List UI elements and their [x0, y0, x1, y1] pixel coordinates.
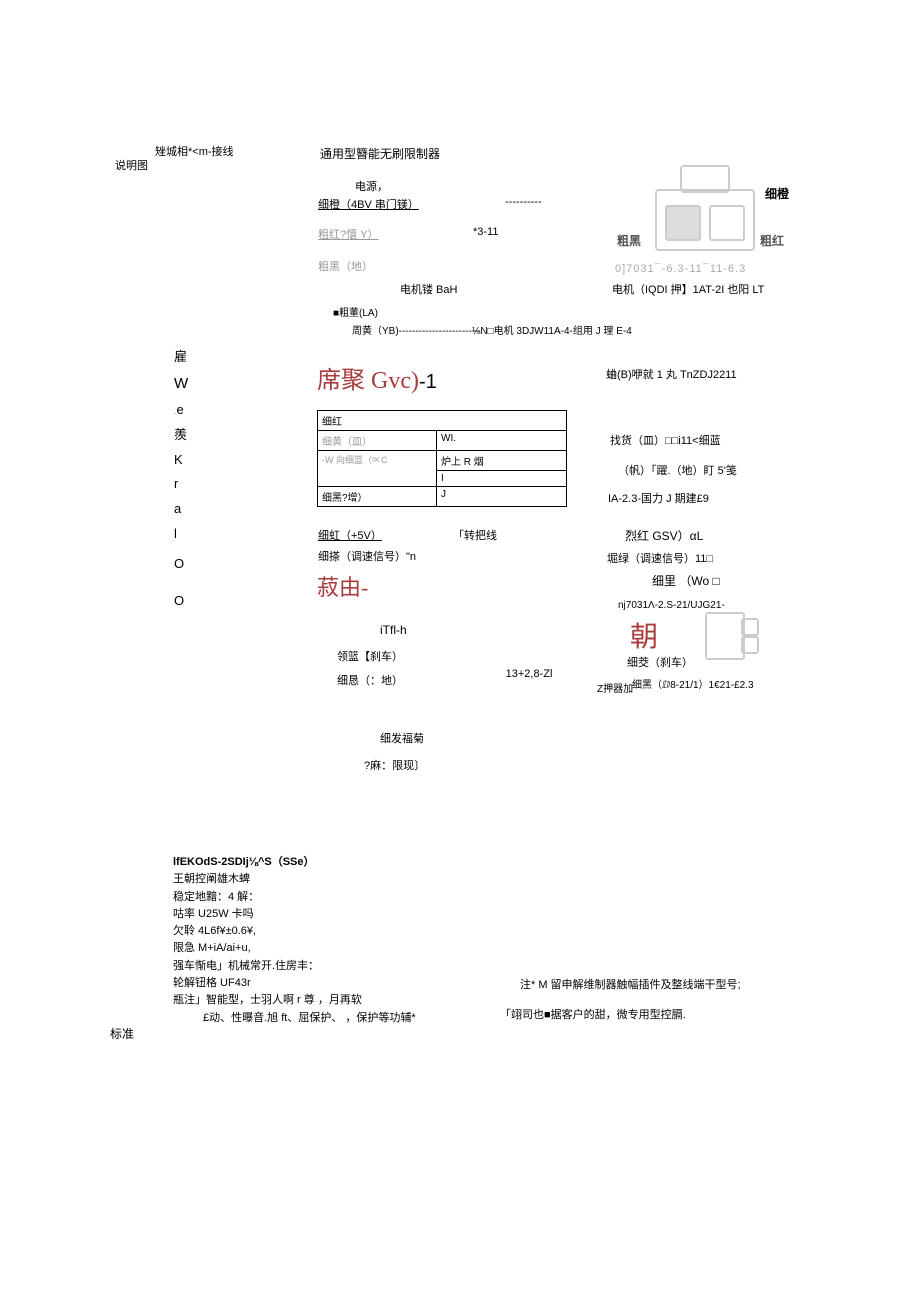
header-left-top: 矬城相*<m-接线 [155, 143, 234, 159]
specs-l9: £动、性曝音.旭 ft、屈保护、 ，保护等功辅* [173, 1011, 553, 1025]
motor-big-red: 席聚 Gvc)-1 [317, 360, 437, 395]
motor-right-text: 蛐(B)咿就 1 丸 TnZDJ2211 [606, 366, 737, 382]
conn-label-right: 细橙 [765, 185, 789, 202]
lv-1: 雇 [174, 345, 188, 370]
table-right-1: 找货（皿）□□i11<细蓝 [610, 432, 721, 448]
specs-header: lfEKOdS-2SDIj⅛^S（SSe） [173, 855, 553, 869]
header-left-bottom: 说明图 [115, 157, 148, 173]
lv-4: 羨 [174, 423, 188, 448]
brake-left1: 领篮【刹车） [337, 648, 403, 664]
table-r1c1: 细红 [318, 411, 567, 431]
power-dashes: ---------- [505, 196, 542, 208]
throttle-left2: 细搽（调速信号）"n [318, 548, 416, 564]
lv-10: O [174, 589, 188, 614]
brake-right1: 细茭（刹车） [627, 654, 693, 670]
specs-l6: 强车惭电」机械常开.住房丰： [173, 959, 553, 973]
specs-l4: 欠聆 4L6f¥±0.6¥, [173, 924, 553, 938]
power-line2: 粗红?懁 Y） [318, 226, 379, 242]
throttle-left1r: 「转把线 [453, 527, 497, 543]
table-r2c2: WI. [437, 431, 567, 451]
left-vertical-labels: 雇 W .e 羨 K r a l O O [174, 345, 188, 614]
specs-r2: 「翊司也■据客户的甜，微专用型控膈. [500, 1006, 686, 1022]
table-r3c2: 炉上 R 烟 [437, 451, 567, 471]
table-r2c1: 细黄（皿） [318, 431, 437, 451]
table-r3c2b: I [437, 471, 567, 487]
throttle-left1: 细虹（+5V） [318, 527, 382, 543]
conn-left-top: 粗黑 [617, 232, 641, 249]
specs-l3: 咕率 U25W 卡吗 [173, 907, 553, 921]
power-line1: 细橙（4BV 串门镁） [318, 196, 419, 212]
throttle-right3: 细里 （Wo □ [652, 572, 720, 589]
brake-right2a: Z押器加 [597, 680, 633, 695]
power-label: 电源， [355, 178, 388, 194]
lv-8: l [174, 522, 188, 547]
lv-5: K [174, 448, 188, 473]
motor-right-label: 电机（IQDI 押】1AT-2I 也阳 LT [612, 281, 764, 297]
brake-mid: 13+2,8-Zl [504, 668, 554, 680]
specs-l5: 限急 M+iA/ai+u, [173, 941, 553, 955]
table-r3c1: -W 向细蓝（∝C [318, 451, 437, 487]
specs-l8: 瓶注」智能型，士羽人啊 r 尊 ，月再软 [173, 993, 553, 1007]
specs-l1: 王朝控阐雄木蜱 [173, 872, 553, 886]
misc-2: ?麻：限现〕 [364, 757, 425, 773]
motor-row2a: 周黄（YB)------------------------ [352, 322, 479, 337]
brake-right2b: 细黑（ⅅ8-21/1）1€21-£2.3 [632, 676, 762, 691]
throttle-right2: 堀绿（调速信号）11□ [607, 550, 713, 566]
specs-r1: 注* M 留申解维制器触幅插件及整线端干型号; [520, 976, 741, 992]
brake-left-t: iTfl-h [380, 623, 407, 637]
power-val2: *3-11 [473, 226, 498, 238]
lv-9: O [174, 552, 188, 577]
table-r4c2: J [437, 487, 567, 507]
motor-row2b: ⅛N□电机 3DJW11A-4-组用 J 理 E-4 [472, 322, 632, 337]
lv-6: r [174, 472, 188, 497]
connector-diagram [655, 165, 755, 260]
motor-left-label: 电机镂 BaH [400, 281, 457, 297]
misc-1: 细发福菊 [380, 730, 424, 746]
lv-7: a [174, 497, 188, 522]
brake-big-red: 朝 [630, 615, 658, 655]
lv-2: W [174, 370, 188, 399]
footer-label: 标准 [110, 1025, 134, 1042]
throttle-right1: 烈红 GSV）αL [625, 527, 703, 544]
wire-table: 细红 细黄（皿） WI. -W 向细蓝（∝C 炉上 R 烟 I 细黑?增） J [317, 410, 567, 507]
specs-l2: 稳定地黯：4 解： [173, 890, 553, 904]
conn-code: 0]7031¯-6.3-11¯11-6.3 [615, 263, 746, 275]
throttle-left3-red: 菽由- [317, 570, 368, 602]
specs-l7: 轮解钮格 UF43r [173, 976, 553, 990]
power-line3: 粗黑（地） [318, 258, 373, 274]
brake-code-top: nj7031Λ-2.S-21/UJG21- [618, 600, 725, 611]
table-r4c1: 细黑?增） [318, 487, 437, 507]
lv-3: .e [174, 398, 188, 423]
motor-row1: ■粗董(LA) [333, 304, 378, 319]
table-right-3: IA-2.3-国力 J 期建£9 [608, 490, 709, 506]
table-right-2: （帆）「躍.（地）盯 5'笺 [618, 462, 737, 478]
doc-title: 通用型簪能无刷限制器 [320, 145, 440, 162]
specs-block: lfEKOdS-2SDIj⅛^S（SSe） 王朝控阐雄木蜱 稳定地黯：4 解： … [173, 855, 553, 1028]
conn-right: 粗红 [760, 232, 784, 249]
brake-left2: 细恳（：地） [337, 672, 403, 688]
